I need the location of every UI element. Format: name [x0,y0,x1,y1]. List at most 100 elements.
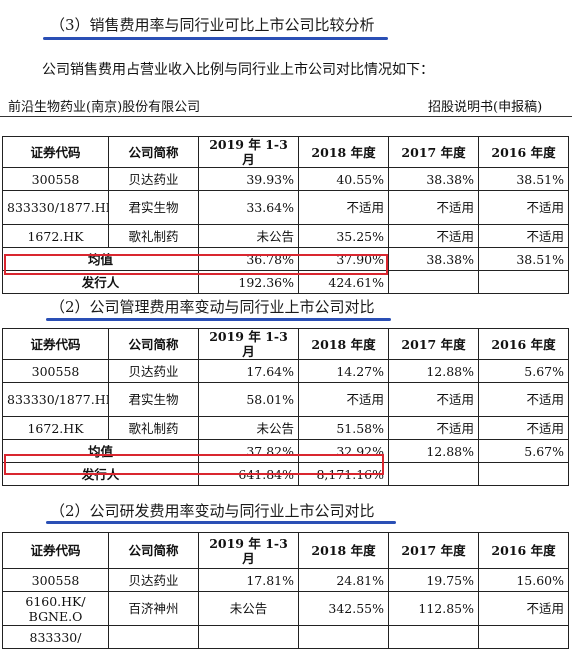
table-cell: 贝达药业 [108,359,199,383]
section3-table: 证券代码 公司简称 2019 年 1-3 月 2018 年度 2017 年度 2… [2,532,569,649]
table-row: 833330/1877.HK 君实生物 33.64% 不适用 不适用 不适用 [2,190,569,225]
column-header: 公司简称 [108,532,199,569]
table-row: 300558 贝达药业 17.64% 14.27% 12.88% 5.67% [2,359,569,383]
table-cell: 342.55% [298,591,389,626]
table-cell: 歌礼制药 [108,224,199,248]
table-row: 833330/ [2,625,569,649]
table-cell [388,270,479,294]
section3-heading: （2）公司研发费用率变动与同行业上市公司对比 [50,502,375,520]
column-header: 2018 年度 [298,328,389,360]
table-cell: 35.25% [298,224,389,248]
table-cell: 不适用 [478,190,569,225]
table-cell: 58.01% [198,382,299,417]
column-header: 2017 年度 [388,532,479,569]
table-cell: 不适用 [388,382,479,417]
column-header: 公司简称 [108,136,199,168]
column-header: 2016 年度 [478,136,569,168]
table-cell: 5.67% [478,439,569,463]
column-header: 2019 年 1-3 月 [198,328,299,360]
mean-row: 均值 36.78% 37.90% 38.38% 38.51% [2,247,569,271]
section1-heading: （3）销售费用率与同行业可比上市公司比较分析 [50,16,375,34]
table-cell [108,625,199,649]
section1-heading-underline [43,37,388,40]
table-cell: 15.60% [478,568,569,592]
table-cell: 5.67% [478,359,569,383]
column-header: 公司简称 [108,328,199,360]
table-cell: 不适用 [388,224,479,248]
table-cell: 不适用 [388,190,479,225]
table-cell: 51.58% [298,416,389,440]
table-cell: 君实生物 [108,382,199,417]
table-cell: 38.38% [388,167,479,191]
table-cell: 不适用 [478,224,569,248]
doc-header-doctype: 招股说明书(申报稿) [428,100,543,115]
table-cell: 24.81% [298,568,389,592]
table-header-row: 证券代码 公司简称 2019 年 1-3 月 2018 年度 2017 年度 2… [2,328,569,360]
table-cell: 未公告 [198,224,299,248]
column-header: 证券代码 [2,328,109,360]
doc-header-rule [0,116,572,117]
table-cell: 1672.HK [2,416,109,440]
table-cell: 不适用 [478,416,569,440]
table-row: 6160.HK/ BGNE.O 百济神州 未公告 342.55% 112.85%… [2,591,569,626]
table-cell [298,625,389,649]
table-cell [198,625,299,649]
table-cell: 39.93% [198,167,299,191]
table-cell: 33.64% [198,190,299,225]
table-cell: 17.81% [198,568,299,592]
table-cell: 未公告 [198,416,299,440]
table-cell: 833330/ [2,625,109,649]
table-cell: 12.88% [388,439,479,463]
section3-heading-underline [46,521,396,524]
table-cell: 300558 [2,568,109,592]
column-header: 2016 年度 [478,328,569,360]
table-cell: 12.88% [388,359,479,383]
issuer-row: 发行人 192.36% 424.61% [2,270,569,294]
table-row: 300558 贝达药业 17.81% 24.81% 19.75% 15.60% [2,568,569,592]
table-cell: 不适用 [478,591,569,626]
table-cell [478,462,569,486]
issuer-highlight-box [4,454,384,475]
table-row: 1672.HK 歌礼制药 未公告 51.58% 不适用 不适用 [2,416,569,440]
issuer-highlight-box [4,254,388,275]
table-row: 1672.HK 歌礼制药 未公告 35.25% 不适用 不适用 [2,224,569,248]
column-header: 2019 年 1-3 月 [198,532,299,569]
table-cell: 300558 [2,359,109,383]
table-cell [478,625,569,649]
table-cell: 不适用 [388,416,479,440]
doc-header-company: 前沿生物药业(南京)股份有限公司 [8,100,201,115]
column-header: 2018 年度 [298,136,389,168]
table-cell: 6160.HK/ BGNE.O [2,591,109,626]
mean-label: 均值 [2,247,199,271]
table-cell: 未公告 [198,591,299,626]
table-cell: 40.55% [298,167,389,191]
table-cell: 14.27% [298,359,389,383]
column-header: 2017 年度 [388,328,479,360]
table-cell: 百济神州 [108,591,199,626]
column-header: 2018 年度 [298,532,389,569]
table-cell: 38.51% [478,167,569,191]
section1-intro: 公司销售费用占营业收入比例与同行业上市公司对比情况如下： [42,62,434,78]
table-cell [388,625,479,649]
table-cell: 19.75% [388,568,479,592]
table-row: 833330/1877.HK 君实生物 58.01% 不适用 不适用 不适用 [2,382,569,417]
column-header: 证券代码 [2,136,109,168]
table-cell: 112.85% [388,591,479,626]
column-header: 2016 年度 [478,532,569,569]
section1-table: 证券代码 公司简称 2019 年 1-3 月 2018 年度 2017 年度 2… [2,136,569,294]
table-cell: 不适用 [478,382,569,417]
table-cell: 1672.HK [2,224,109,248]
table-cell: 不适用 [298,382,389,417]
section2-heading: （2）公司管理费用率变动与同行业上市公司对比 [50,298,375,316]
table-cell [478,270,569,294]
table-cell: 君实生物 [108,190,199,225]
table-cell: 833330/1877.HK [2,382,109,417]
table-cell [388,462,479,486]
column-header: 2019 年 1-3 月 [198,136,299,168]
table-cell: 不适用 [298,190,389,225]
section2-heading-underline [46,318,391,321]
table-cell: 17.64% [198,359,299,383]
table-cell: 歌礼制药 [108,416,199,440]
column-header: 2017 年度 [388,136,479,168]
table-row: 300558 贝达药业 39.93% 40.55% 38.38% 38.51% [2,167,569,191]
